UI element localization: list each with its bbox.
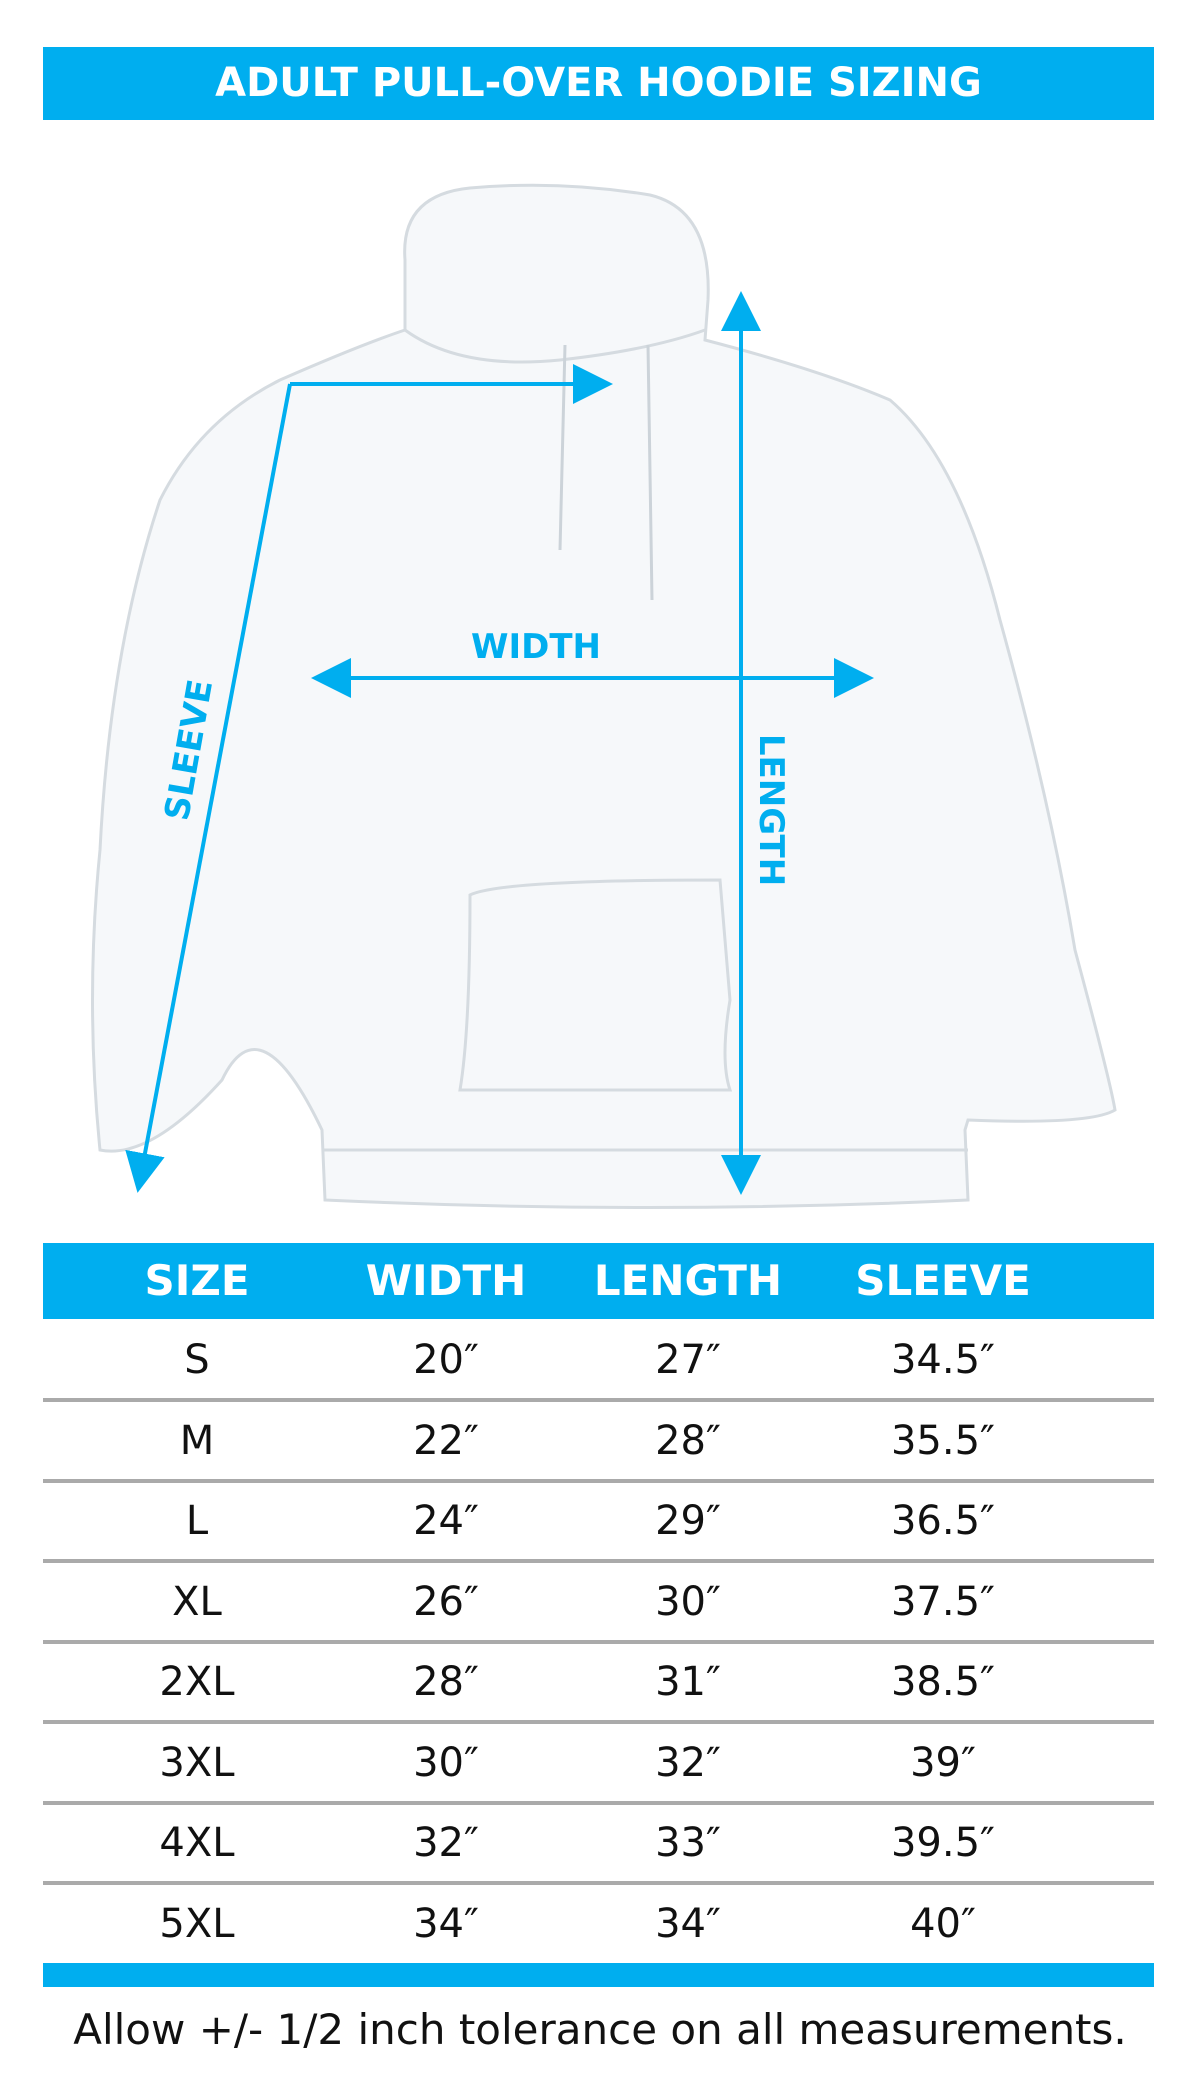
cell-length: 33″ (655, 1820, 721, 1866)
header-size: SIZE (144, 1256, 250, 1305)
table-row: 2XL 28″ 31″ 38.5″ (43, 1644, 1154, 1724)
cell-sleeve: 39″ (910, 1739, 976, 1786)
cell-sleeve: 38.5″ (890, 1659, 995, 1705)
table-row: L 24″ 29″ 36.5″ (43, 1483, 1154, 1563)
header-width: WIDTH (365, 1256, 527, 1305)
length-label: LENGTH (751, 734, 791, 886)
cell-width: 20″ (413, 1337, 479, 1383)
page-title: ADULT PULL-OVER HOODIE SIZING (43, 47, 1154, 120)
tolerance-note: Allow +/- 1/2 inch tolerance on all meas… (73, 2005, 1127, 2054)
cell-width: 26″ (413, 1578, 479, 1625)
cell-length: 29″ (655, 1498, 721, 1544)
table-row: 4XL 32″ 33″ 39.5″ (43, 1805, 1154, 1885)
cell-size: 3XL (159, 1739, 235, 1786)
header-length: LENGTH (593, 1256, 783, 1305)
cell-width: 30″ (413, 1739, 479, 1786)
table-row: 5XL 34″ 34″ 40″ (43, 1886, 1154, 1966)
cell-size: M (179, 1417, 215, 1464)
cell-width: 22″ (413, 1417, 479, 1464)
table-row: XL 26″ 30″ 37.5″ (43, 1564, 1154, 1644)
cell-length: 27″ (655, 1337, 721, 1383)
header-sleeve: SLEEVE (855, 1256, 1031, 1305)
table-row: M 22″ 28″ 35.5″ (43, 1403, 1154, 1483)
cell-sleeve: 39.5″ (890, 1820, 995, 1866)
cell-size: 2XL (159, 1659, 235, 1705)
cell-width: 24″ (413, 1498, 479, 1544)
table-row: 3XL 30″ 32″ 39″ (43, 1725, 1154, 1805)
hoodie-image (91, 183, 1117, 1209)
hoodie-diagram: WIDTH LENGTH SLEEVE (91, 183, 1117, 1209)
cell-width: 34″ (413, 1900, 479, 1947)
cell-length: 31″ (655, 1659, 721, 1705)
cell-size: 4XL (159, 1820, 235, 1866)
cell-sleeve: 36.5″ (890, 1498, 995, 1544)
cell-size: L (185, 1498, 209, 1544)
cell-sleeve: 35.5″ (890, 1417, 995, 1464)
table-header: SIZE WIDTH LENGTH SLEEVE (43, 1243, 1154, 1319)
cell-length: 34″ (655, 1900, 721, 1947)
cell-width: 32″ (413, 1820, 479, 1866)
cell-size: 5XL (159, 1900, 235, 1947)
cell-size: XL (172, 1578, 222, 1625)
cell-width: 28″ (413, 1659, 479, 1705)
cell-length: 30″ (655, 1578, 721, 1625)
cell-sleeve: 37.5″ (890, 1578, 995, 1625)
table-row: S 20″ 27″ 34.5″ (43, 1322, 1154, 1402)
cell-length: 28″ (655, 1417, 721, 1464)
bottom-bar (43, 1963, 1154, 1987)
cell-size: S (184, 1337, 210, 1383)
cell-sleeve: 40″ (910, 1900, 976, 1947)
cell-length: 32″ (655, 1739, 721, 1786)
sleeve-arrow (125, 383, 292, 1193)
cell-sleeve: 34.5″ (890, 1337, 995, 1383)
measurement-arrows (125, 291, 874, 1195)
width-label: WIDTH (471, 627, 601, 667)
